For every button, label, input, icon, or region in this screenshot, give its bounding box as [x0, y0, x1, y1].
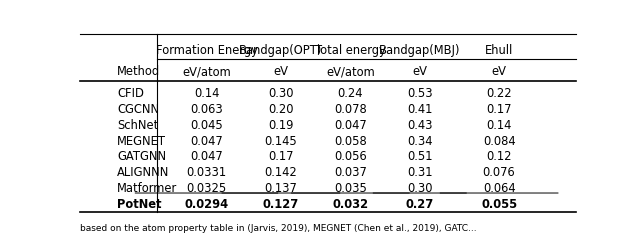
- Text: 0.22: 0.22: [486, 87, 512, 100]
- Text: 0.14: 0.14: [194, 87, 219, 100]
- Text: 0.076: 0.076: [483, 166, 515, 178]
- Text: CFID: CFID: [117, 87, 144, 100]
- Text: 0.055: 0.055: [481, 197, 517, 210]
- Text: 0.34: 0.34: [407, 134, 433, 147]
- Text: MEGNET: MEGNET: [117, 134, 166, 147]
- Text: 0.047: 0.047: [190, 134, 223, 147]
- Text: 0.047: 0.047: [334, 118, 367, 131]
- Text: eV: eV: [492, 65, 507, 78]
- Text: ALIGNNN: ALIGNNN: [117, 166, 170, 178]
- Text: eV/atom: eV/atom: [182, 65, 231, 78]
- Text: PotNet: PotNet: [117, 197, 162, 210]
- Text: 0.037: 0.037: [334, 166, 367, 178]
- Text: Matformer: Matformer: [117, 182, 177, 194]
- Text: 0.032: 0.032: [332, 197, 369, 210]
- Text: Method: Method: [117, 65, 161, 78]
- Text: SchNet: SchNet: [117, 118, 159, 131]
- Text: 0.078: 0.078: [334, 102, 367, 116]
- Text: Formation Energy: Formation Energy: [156, 44, 257, 57]
- Text: 0.14: 0.14: [486, 118, 512, 131]
- Text: 0.30: 0.30: [407, 182, 433, 194]
- Text: 0.41: 0.41: [407, 102, 433, 116]
- Text: 0.0325: 0.0325: [186, 182, 227, 194]
- Text: based on the atom property table in (Jarvis, 2019), MEGNET (Chen et al., 2019), : based on the atom property table in (Jar…: [80, 223, 477, 232]
- Text: 0.19: 0.19: [268, 118, 294, 131]
- Text: 0.0294: 0.0294: [184, 197, 228, 210]
- Text: 0.17: 0.17: [268, 150, 294, 163]
- Text: 0.045: 0.045: [190, 118, 223, 131]
- Text: Total energy: Total energy: [315, 44, 386, 57]
- Text: 0.51: 0.51: [407, 150, 433, 163]
- Text: 0.056: 0.056: [334, 150, 367, 163]
- Text: eV: eV: [412, 65, 428, 78]
- Text: eV: eV: [273, 65, 289, 78]
- Text: CGCNN: CGCNN: [117, 102, 159, 116]
- Text: 0.0331: 0.0331: [186, 166, 227, 178]
- Text: GATGNN: GATGNN: [117, 150, 166, 163]
- Text: 0.142: 0.142: [264, 166, 297, 178]
- Text: 0.31: 0.31: [407, 166, 433, 178]
- Text: 0.43: 0.43: [407, 118, 433, 131]
- Text: 0.137: 0.137: [264, 182, 298, 194]
- Text: 0.047: 0.047: [190, 150, 223, 163]
- Text: 0.12: 0.12: [486, 150, 512, 163]
- Text: 0.127: 0.127: [263, 197, 299, 210]
- Text: 0.53: 0.53: [407, 87, 433, 100]
- Text: 0.145: 0.145: [264, 134, 297, 147]
- Text: 0.058: 0.058: [334, 134, 367, 147]
- Text: 0.035: 0.035: [334, 182, 367, 194]
- Text: eV/atom: eV/atom: [326, 65, 374, 78]
- Text: 0.084: 0.084: [483, 134, 515, 147]
- Text: 0.064: 0.064: [483, 182, 515, 194]
- Text: Bandgap(MBJ): Bandgap(MBJ): [379, 44, 461, 57]
- Text: 0.063: 0.063: [190, 102, 223, 116]
- Text: 0.24: 0.24: [337, 87, 363, 100]
- Text: Ehull: Ehull: [485, 44, 513, 57]
- Text: 0.27: 0.27: [406, 197, 434, 210]
- Text: 0.20: 0.20: [268, 102, 294, 116]
- Text: 0.17: 0.17: [486, 102, 512, 116]
- Text: Bandgap(OPT): Bandgap(OPT): [239, 44, 323, 57]
- Text: 0.30: 0.30: [268, 87, 294, 100]
